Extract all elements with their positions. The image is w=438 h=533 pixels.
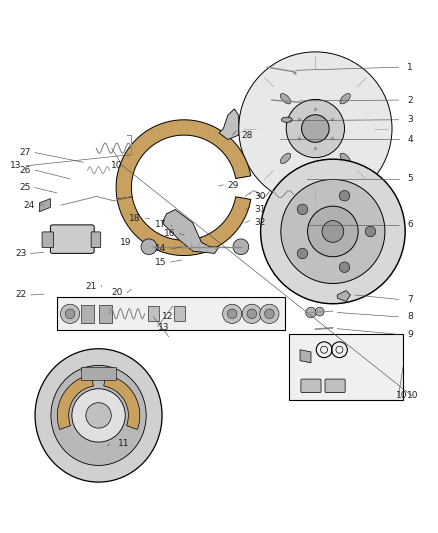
Polygon shape (116, 120, 251, 199)
Circle shape (339, 190, 350, 201)
Text: 25: 25 (19, 183, 31, 192)
Circle shape (227, 309, 237, 319)
Ellipse shape (280, 93, 291, 104)
Circle shape (297, 204, 308, 215)
Circle shape (297, 248, 308, 259)
Text: 12: 12 (162, 312, 173, 321)
Text: 9: 9 (407, 330, 413, 339)
Text: 21: 21 (85, 282, 96, 290)
Polygon shape (300, 350, 311, 363)
Circle shape (86, 403, 111, 428)
Text: 13: 13 (11, 161, 22, 170)
Text: 17: 17 (155, 220, 166, 229)
Circle shape (365, 226, 376, 237)
Text: 7: 7 (407, 295, 413, 304)
Text: 22: 22 (15, 290, 26, 300)
Bar (148, 306, 159, 321)
Circle shape (315, 307, 324, 316)
Circle shape (65, 309, 75, 319)
Text: 30: 30 (254, 192, 265, 201)
Ellipse shape (340, 93, 350, 104)
Circle shape (223, 304, 242, 324)
Text: 19: 19 (120, 238, 131, 247)
Circle shape (286, 99, 344, 158)
Circle shape (322, 221, 344, 243)
Text: 18: 18 (129, 214, 140, 223)
Bar (174, 306, 185, 321)
Ellipse shape (280, 153, 291, 164)
FancyBboxPatch shape (91, 232, 101, 248)
Circle shape (261, 159, 405, 304)
Text: 15: 15 (155, 257, 166, 266)
Ellipse shape (340, 153, 350, 164)
Polygon shape (162, 209, 219, 253)
Circle shape (60, 304, 80, 324)
Ellipse shape (281, 117, 293, 123)
Text: 31: 31 (254, 205, 265, 214)
Wedge shape (57, 375, 93, 430)
Bar (99, 305, 112, 322)
Circle shape (260, 304, 279, 324)
Text: 8: 8 (407, 312, 413, 321)
Text: 10: 10 (407, 391, 419, 400)
Ellipse shape (35, 349, 162, 482)
FancyBboxPatch shape (325, 379, 345, 393)
Polygon shape (219, 109, 239, 140)
Circle shape (339, 262, 350, 272)
Bar (57, 297, 285, 330)
Ellipse shape (51, 366, 146, 465)
Text: 13: 13 (158, 324, 169, 332)
Text: 2: 2 (407, 95, 413, 104)
Text: 28: 28 (241, 131, 252, 140)
Text: 24: 24 (24, 201, 35, 209)
Circle shape (242, 304, 261, 324)
Bar (289, 334, 403, 400)
Polygon shape (337, 290, 350, 302)
Circle shape (239, 52, 392, 205)
Wedge shape (104, 375, 140, 430)
Text: 5: 5 (407, 174, 413, 183)
Bar (81, 305, 94, 322)
FancyBboxPatch shape (50, 225, 94, 253)
Text: 10: 10 (111, 161, 123, 170)
Circle shape (307, 206, 358, 257)
Circle shape (301, 115, 329, 142)
Circle shape (141, 239, 157, 255)
Text: 6: 6 (407, 220, 413, 229)
Text: 11: 11 (118, 439, 130, 448)
Text: 1: 1 (407, 63, 413, 72)
Circle shape (306, 307, 316, 318)
Circle shape (281, 180, 385, 284)
Text: 14: 14 (155, 245, 166, 254)
Circle shape (72, 389, 125, 442)
Text: 16: 16 (164, 229, 175, 238)
Text: 26: 26 (19, 166, 31, 175)
Text: 23: 23 (15, 249, 26, 258)
Circle shape (233, 239, 249, 255)
Polygon shape (39, 199, 50, 212)
Polygon shape (117, 197, 251, 255)
Text: 29: 29 (228, 181, 239, 190)
Text: 4: 4 (407, 135, 413, 144)
Text: 32: 32 (254, 218, 265, 227)
FancyBboxPatch shape (42, 232, 53, 248)
Text: 10: 10 (396, 391, 407, 400)
Text: 3: 3 (407, 115, 413, 124)
Circle shape (265, 309, 274, 319)
Text: 20: 20 (111, 288, 123, 297)
FancyBboxPatch shape (301, 379, 321, 393)
Bar (81, 367, 116, 381)
Text: 27: 27 (19, 148, 31, 157)
Circle shape (247, 309, 257, 319)
